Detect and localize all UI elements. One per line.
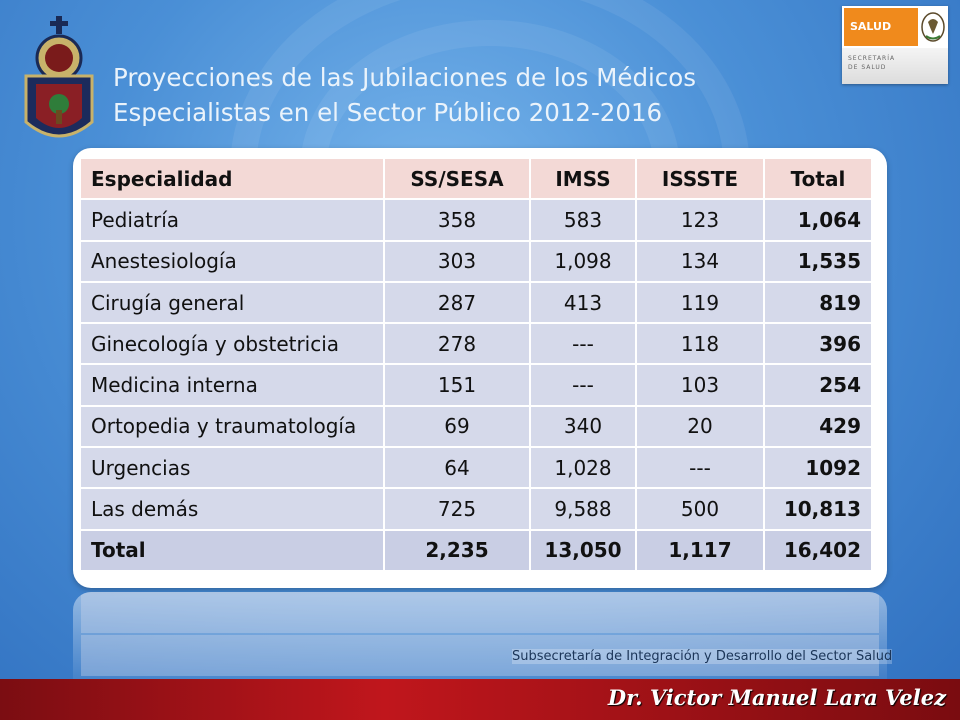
cell-ss-sesa: 278	[385, 324, 531, 366]
mexico-coat-of-arms-icon	[921, 12, 945, 42]
cell-total: 819	[765, 282, 873, 325]
cell-total: 1,064	[765, 200, 873, 242]
secretaria-de-salud-logo: SALUD SECRETARÍA DE SALUD	[842, 6, 948, 84]
footer-author-name: Dr. Victor Manuel Lara Velez	[607, 685, 946, 710]
salud-subtitle: SECRETARÍA DE SALUD	[848, 54, 895, 72]
cell-especialidad: Ortopedia y traumatología	[81, 406, 385, 449]
cell-imss: 1,098	[531, 241, 637, 283]
salud-subtitle-line-2: DE SALUD	[848, 64, 887, 71]
table-header-row: Especialidad SS/SESA IMSS ISSSTE Total	[81, 159, 873, 201]
header-especialidad: Especialidad	[81, 159, 385, 201]
cell-imss: 1,028	[531, 448, 637, 490]
cell-imss: 413	[531, 282, 637, 325]
cell-ss-sesa: 358	[385, 200, 531, 242]
salud-subtitle-line-1: SECRETARÍA	[848, 55, 896, 62]
cell-imss: 340	[531, 406, 637, 449]
cell-total: 10,813	[765, 489, 873, 531]
cell-especialidad: Ginecología y obstetricia	[81, 324, 385, 366]
table-row: Urgencias 64 1,028 --- 1092	[81, 448, 873, 490]
cell-total: 429	[765, 406, 873, 449]
cell-issste: 103	[637, 365, 765, 407]
cell-issste: 134	[637, 241, 765, 283]
slide-title: Proyecciones de las Jubilaciones de los …	[113, 60, 813, 130]
cell-issste: 1,117	[637, 530, 765, 572]
retirement-projection-table: Especialidad SS/SESA IMSS ISSSTE Total P…	[81, 159, 873, 572]
cell-imss: ---	[531, 365, 637, 407]
reflection-row	[81, 592, 879, 633]
cell-total: 1092	[765, 448, 873, 490]
universidad-de-guadalajara-seal-icon	[24, 16, 94, 138]
salud-logo-bar	[842, 48, 948, 84]
cell-total: 16,402	[765, 530, 873, 572]
cell-especialidad: Las demás	[81, 489, 385, 531]
cell-issste: 123	[637, 200, 765, 242]
university-emblem	[22, 14, 96, 154]
cell-issste: 119	[637, 282, 765, 325]
table-card: Especialidad SS/SESA IMSS ISSSTE Total P…	[73, 148, 887, 588]
cell-especialidad: Medicina interna	[81, 365, 385, 407]
cell-ss-sesa: 287	[385, 282, 531, 325]
cell-ss-sesa: 2,235	[385, 530, 531, 572]
table-row: Las demás 725 9,588 500 10,813	[81, 489, 873, 531]
cell-especialidad: Anestesiología	[81, 241, 385, 283]
cell-ss-sesa: 69	[385, 406, 531, 449]
cell-total: 396	[765, 324, 873, 366]
cell-especialidad: Total	[81, 530, 385, 572]
slide-title-line-1: Proyecciones de las Jubilaciones de los …	[113, 63, 697, 92]
cell-total: 1,535	[765, 241, 873, 283]
footer-bar: Dr. Victor Manuel Lara Velez	[0, 679, 960, 720]
cell-total: 254	[765, 365, 873, 407]
cell-especialidad: Pediatría	[81, 200, 385, 242]
cell-especialidad: Urgencias	[81, 448, 385, 490]
cell-issste: 118	[637, 324, 765, 366]
salud-brand-box: SALUD	[844, 8, 918, 46]
table-reflection-content	[73, 592, 887, 680]
header-issste: ISSSTE	[637, 159, 765, 201]
cell-imss: 9,588	[531, 489, 637, 531]
header-total: Total	[765, 159, 873, 201]
table-row: Medicina interna 151 --- 103 254	[81, 365, 873, 407]
table-row: Ortopedia y traumatología 69 340 20 429	[81, 406, 873, 449]
cell-ss-sesa: 151	[385, 365, 531, 407]
cell-imss: 583	[531, 200, 637, 242]
cell-ss-sesa: 303	[385, 241, 531, 283]
subsecretaria-credit: Subsecretaría de Integración y Desarroll…	[512, 649, 893, 664]
slide-title-line-2: Especialistas en el Sector Público 2012-…	[113, 98, 663, 127]
cell-especialidad: Cirugía general	[81, 282, 385, 325]
header-ss-sesa: SS/SESA	[385, 159, 531, 201]
cell-ss-sesa: 64	[385, 448, 531, 490]
cell-imss: 13,050	[531, 530, 637, 572]
cell-imss: ---	[531, 324, 637, 366]
table-row: Cirugía general 287 413 119 819	[81, 282, 873, 325]
table-row: Ginecología y obstetricia 278 --- 118 39…	[81, 324, 873, 366]
table-row: Pediatría 358 583 123 1,064	[81, 200, 873, 242]
header-imss: IMSS	[531, 159, 637, 201]
cell-ss-sesa: 725	[385, 489, 531, 531]
table-reflection	[73, 592, 887, 682]
table-row: Anestesiología 303 1,098 134 1,535	[81, 241, 873, 283]
cell-issste: ---	[637, 448, 765, 490]
table-total-row: Total 2,235 13,050 1,117 16,402	[81, 530, 873, 572]
cell-issste: 500	[637, 489, 765, 531]
cell-issste: 20	[637, 406, 765, 449]
